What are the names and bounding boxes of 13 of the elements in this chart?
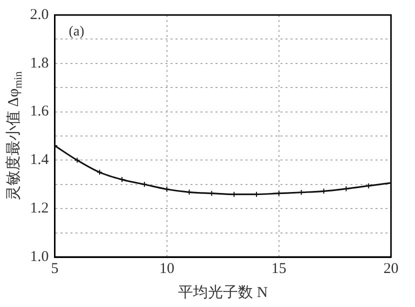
y-axis-title: 灵敏度最小值 Δφmin xyxy=(4,70,24,201)
y-tick-label: 1.0 xyxy=(30,248,49,265)
x-tick-label: 20 xyxy=(384,260,398,277)
y-tick-label: 2.0 xyxy=(30,6,49,23)
x-tick-label: 5 xyxy=(51,260,58,277)
annotation: (a) xyxy=(68,24,85,40)
y-tick-label: 1.6 xyxy=(30,104,50,120)
y-tick-label: 1.4 xyxy=(30,152,50,168)
x-tick-label: 15 xyxy=(271,260,286,277)
x-axis-title: 平均光子数 N xyxy=(178,284,268,301)
x-tick-label: 10 xyxy=(159,260,174,277)
y-tick-label: 1.8 xyxy=(30,55,49,72)
y-tick-label: 1.2 xyxy=(30,200,49,217)
